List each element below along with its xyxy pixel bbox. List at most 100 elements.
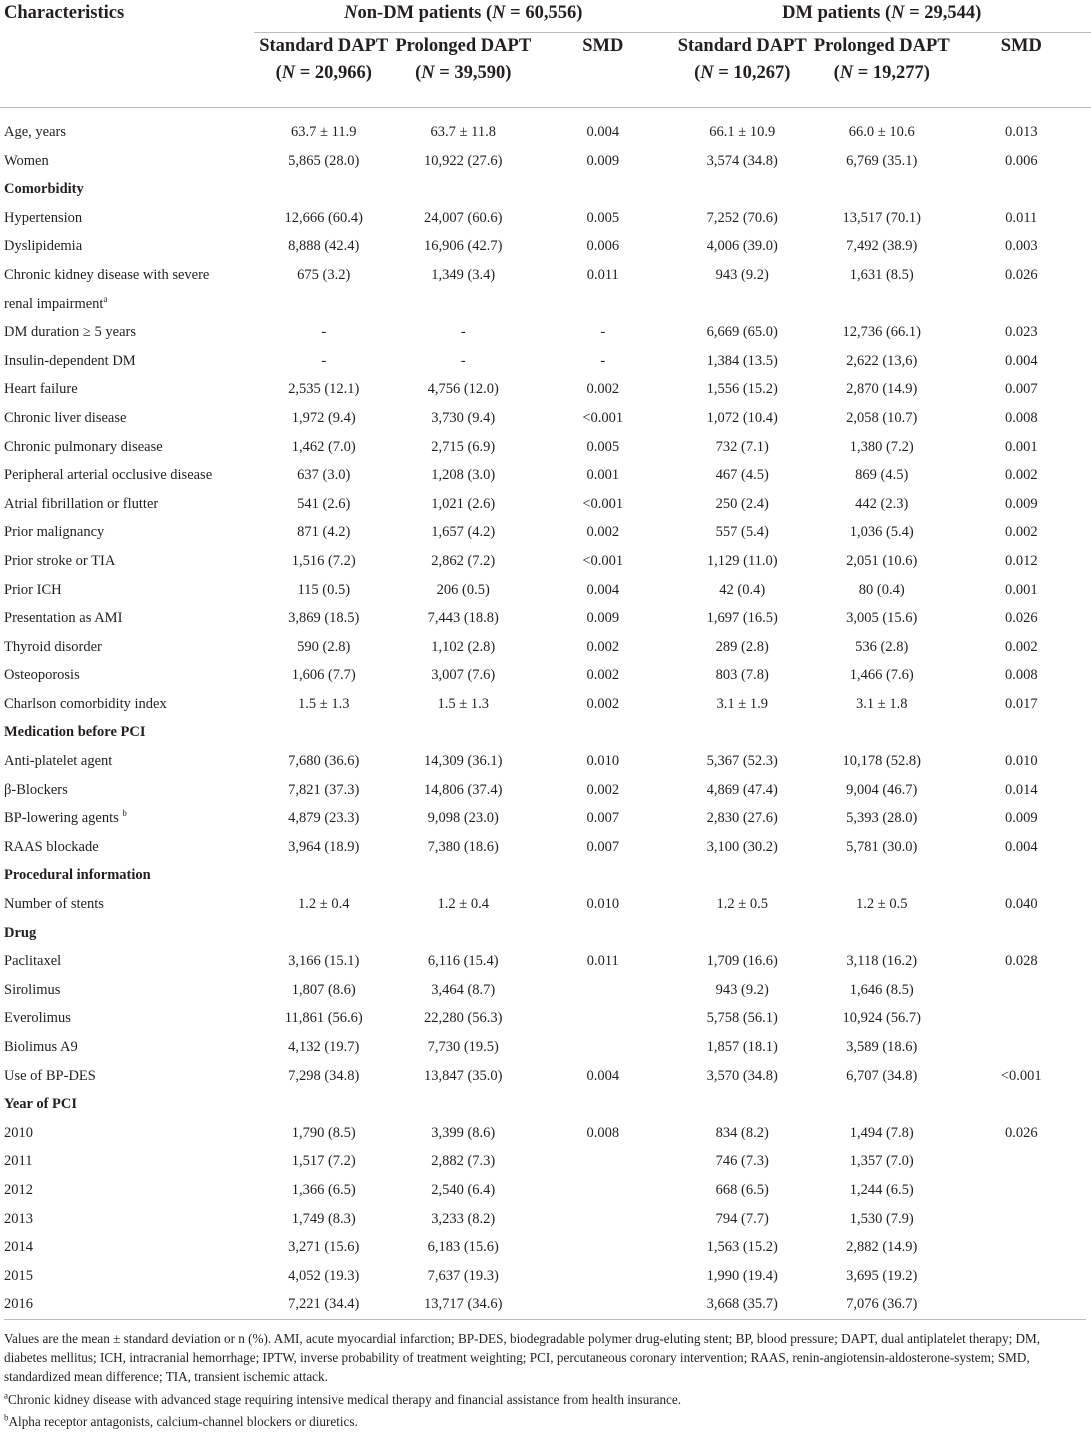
table-cell: 0.004 (586, 581, 620, 598)
table-cell (533, 1262, 673, 1291)
table-cell: 14,309 (36.1) (423, 753, 503, 770)
table-cell: 1.2 ± 0.5 (856, 896, 908, 913)
table-cell: 1.5 ± 1.3 (437, 695, 489, 712)
table-cell: 4,052 (19.3) (288, 1267, 360, 1284)
table-row: Dyslipidemia 8,888 (42.4) 16,906 (42.7) 0.0… (0, 232, 1091, 261)
baseline-characteristics-table: Characteristics Non-DM patients (N = 60,… (0, 0, 1091, 1319)
table-cell: 834 (8.2) (715, 1124, 769, 1141)
table-cell: 13,847 (35.0) (423, 1067, 503, 1084)
table-cell (952, 1205, 1091, 1234)
table-cell: 66.0 ± 10.6 (848, 124, 915, 140)
table-cell: 0.006 (586, 238, 620, 255)
row-label: Atrial fibrillation or flutter (4, 495, 159, 512)
table-cell (952, 1033, 1091, 1062)
table-cell: 0.007 (586, 838, 620, 855)
table-cell: - (600, 324, 606, 341)
table-cell: 0.010 (1004, 753, 1038, 770)
table-cell: 732 (7.1) (715, 438, 769, 455)
row-label: Chronic kidney disease with severe renal … (4, 266, 210, 312)
table-cell: - (600, 352, 606, 369)
table-cell: 1,466 (7.6) (849, 667, 914, 684)
table-cell: 590 (2.8) (297, 638, 351, 655)
table-cell (533, 1176, 673, 1205)
table-row: Hypertension 12,666 (60.4) 24,007 (60.6) 0.… (0, 204, 1091, 233)
table-cell: 0.002 (586, 695, 620, 712)
table-cell: 0.001 (586, 467, 620, 484)
header-nondm-standard-n: (N = 20,966) (275, 63, 372, 83)
table-cell: 1,462 (7.0) (291, 438, 356, 455)
header-nondm-smd-label: SMD (582, 36, 624, 56)
table-cell: 8,888 (42.4) (288, 238, 360, 255)
table-cell: 1,631 (8.5) (849, 266, 914, 283)
row-label: Women (4, 152, 49, 169)
table-cell: 0.006 (1004, 152, 1038, 169)
row-label: Chronic pulmonary disease (4, 438, 163, 455)
table-cell: 1,366 (6.5) (291, 1181, 356, 1198)
table-cell: 115 (0.5) (297, 581, 351, 598)
table-cell: 3,005 (15.6) (846, 610, 918, 627)
table-cell: 1,021 (2.6) (431, 495, 496, 512)
row-label: Chronic liver disease (4, 409, 127, 426)
table-row: Atrial fibrillation or flutter 541 (2.6) 1… (0, 490, 1091, 519)
table-cell: 1.5 ± 1.3 (298, 695, 350, 712)
table-cell: 0.004 (586, 124, 620, 140)
table-cell: 1.2 ± 0.4 (437, 896, 489, 913)
table-row: 2012 1,366 (6.5) 2,540 (6.4) 668 (6.5) 1,244… (0, 1176, 1091, 1205)
table-body: Age, years 63.7 ± 11.9 63.7 ± 11.8 0.004 66.… (0, 108, 1091, 1319)
table-cell: 2,051 (10.6) (846, 552, 918, 569)
table-cell: 3,695 (19.2) (846, 1267, 918, 1284)
table-cell: 12,736 (66.1) (842, 324, 922, 341)
row-label: 2012 (4, 1181, 33, 1198)
table-cell: 1,129 (11.0) (706, 552, 778, 569)
table-cell: 0.017 (1004, 695, 1038, 712)
row-label: Anti-platelet agent (4, 753, 113, 770)
table-cell: 1,072 (10.4) (706, 409, 778, 426)
table-cell: 0.011 (586, 953, 619, 970)
table-row: Use of BP-DES 7,298 (34.8) 13,847 (35.0) 0.… (0, 1062, 1091, 1091)
table-cell: 0.007 (1004, 381, 1038, 398)
header-nondm-prolonged-title: Prolonged DAPT (395, 36, 532, 56)
table-cell: 7,443 (18.8) (427, 610, 499, 627)
table-cell: 3,118 (16.2) (846, 953, 918, 970)
table-cell: 2,058 (10.7) (846, 409, 918, 426)
row-label: 2010 (4, 1124, 33, 1141)
table-cell: 13,717 (34.6) (423, 1296, 503, 1313)
section-header-row: Procedural information (0, 861, 1091, 890)
footnote-abbreviations: Values are the mean ± standard deviation… (4, 1331, 1041, 1385)
table-row: DM duration ≥ 5 years - - - 6,669 (65.0) 12,7… (0, 318, 1091, 347)
table-cell: 3,869 (18.5) (288, 610, 360, 627)
row-label: Thyroid disorder (4, 638, 102, 655)
table-cell: 1,697 (16.5) (706, 610, 778, 627)
table-cell: 0.002 (586, 638, 620, 655)
table-cell: 1,646 (8.5) (849, 981, 914, 998)
table-cell: 0.005 (586, 438, 620, 455)
table-cell: 1,807 (8.6) (291, 981, 356, 998)
table-cell: 0.008 (1004, 667, 1038, 684)
header-nondm-standard: Standard DAPT (N = 20,966) (254, 32, 394, 108)
table-cell: 63.7 ± 11.9 (291, 124, 357, 140)
table-cell: 1.2 ± 0.5 (716, 896, 768, 913)
table-cell: 12,666 (60.4) (284, 209, 364, 226)
table-cell: 0.004 (1004, 352, 1038, 369)
table-cell (533, 1290, 673, 1319)
table-cell: 2,622 (13,6) (846, 352, 918, 369)
table-row: 2010 1,790 (8.5) 3,399 (8.6) 0.008 834 (8.2)… (0, 1119, 1091, 1148)
table-cell: 66.1 ± 10.9 (709, 124, 776, 140)
table-cell (533, 1033, 673, 1062)
table-cell: 80 (0.4) (858, 581, 905, 598)
table-cell: 5,758 (56.1) (706, 1010, 778, 1027)
table-cell: 1,990 (19.4) (706, 1267, 778, 1284)
table-cell: 7,380 (18.6) (427, 838, 499, 855)
table-cell: 871 (4.2) (297, 524, 351, 541)
table-cell: 42 (0.4) (719, 581, 766, 598)
header-group-row: Characteristics Non-DM patients (N = 60,… (0, 0, 1091, 33)
table-cell (952, 1176, 1091, 1205)
header-dm-smd: SMD (951, 32, 1091, 108)
row-label: Paclitaxel (4, 953, 62, 970)
table-cell: <0.001 (582, 552, 624, 569)
table-cell: 9,004 (46.7) (846, 781, 918, 798)
table-cell: - (460, 352, 466, 369)
table-cell (952, 976, 1091, 1005)
header-dm-standard-n: (N = 10,267) (694, 63, 791, 83)
table-cell: 4,869 (47.4) (706, 781, 778, 798)
